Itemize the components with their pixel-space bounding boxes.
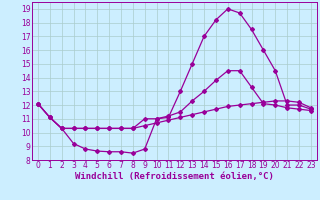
- X-axis label: Windchill (Refroidissement éolien,°C): Windchill (Refroidissement éolien,°C): [75, 172, 274, 181]
